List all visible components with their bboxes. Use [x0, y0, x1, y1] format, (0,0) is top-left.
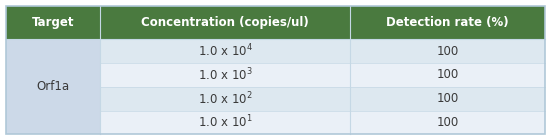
Text: 1.0 x 10$^{4}$: 1.0 x 10$^{4}$ — [197, 43, 252, 59]
Bar — [350, 6, 544, 39]
Bar — [100, 6, 350, 39]
Text: Orf1a: Orf1a — [36, 80, 69, 93]
Text: Target: Target — [31, 16, 74, 29]
Bar — [100, 63, 350, 87]
Bar — [6, 63, 100, 87]
Bar — [6, 39, 100, 63]
Text: 1.0 x 10$^{2}$: 1.0 x 10$^{2}$ — [198, 90, 252, 107]
Bar — [100, 111, 350, 134]
Text: Concentration (copies/ul): Concentration (copies/ul) — [141, 16, 309, 29]
Bar — [6, 6, 100, 39]
Bar — [6, 87, 100, 111]
Bar — [350, 39, 544, 63]
Bar — [350, 87, 544, 111]
Text: 1.0 x 10$^{1}$: 1.0 x 10$^{1}$ — [198, 114, 252, 131]
Bar — [100, 87, 350, 111]
Text: 100: 100 — [436, 116, 459, 129]
Text: 100: 100 — [436, 92, 459, 105]
Text: Detection rate (%): Detection rate (%) — [386, 16, 509, 29]
Text: 1.0 x 10$^{3}$: 1.0 x 10$^{3}$ — [198, 66, 252, 83]
Bar — [350, 111, 544, 134]
Bar — [350, 63, 544, 87]
Bar — [6, 111, 100, 134]
Text: 100: 100 — [436, 45, 459, 58]
Text: 100: 100 — [436, 68, 459, 81]
Bar — [100, 39, 350, 63]
